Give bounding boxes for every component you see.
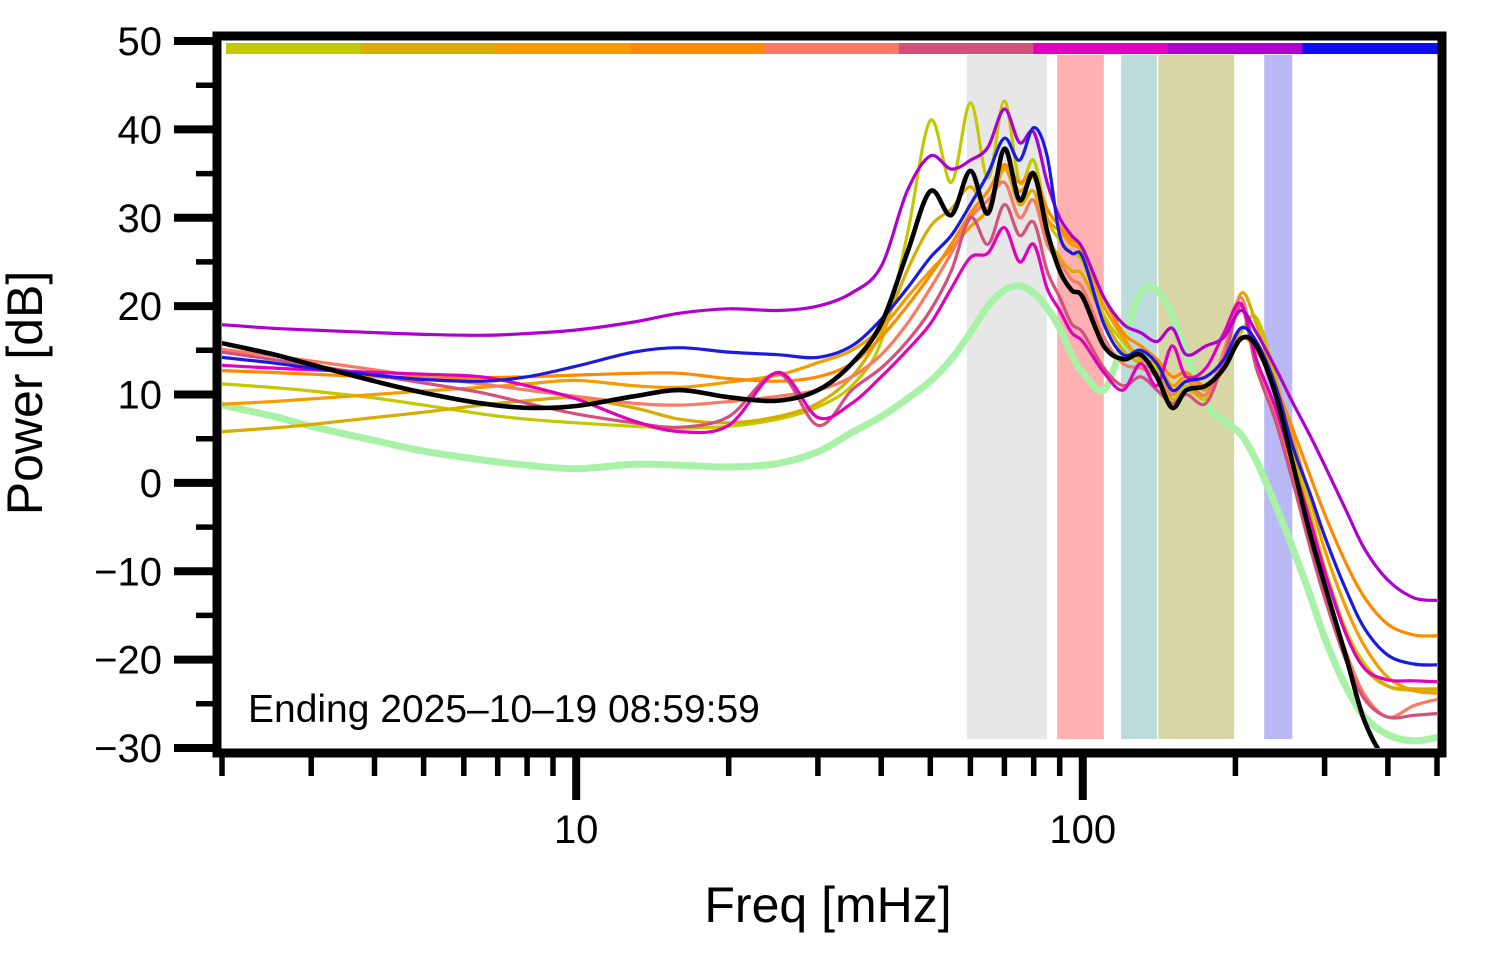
y-tick-label: 50: [118, 20, 163, 64]
spectrum-curve-reference-green: [222, 282, 1437, 745]
colorbar-segment-1: [360, 43, 496, 54]
y-tick-label: −30: [94, 727, 162, 771]
band-pink: [1057, 55, 1104, 739]
axis-ticks: [174, 37, 1440, 800]
x-tick-label: 10: [554, 808, 599, 852]
spectrum-curve-hour-rose: [222, 202, 1437, 720]
colorbar-segment-6: [1033, 43, 1169, 54]
band-teal: [1121, 55, 1157, 739]
spectrum-curve-hour-orange: [222, 164, 1437, 695]
y-tick-label: 30: [118, 197, 163, 241]
y-tick-label: 20: [118, 285, 163, 329]
y-tick-label: 0: [140, 462, 162, 506]
x-axis-label: Freq [mHz]: [704, 877, 951, 933]
spectrum-curve-current-black: [222, 146, 1381, 748]
colorbar-segment-5: [898, 43, 1034, 54]
y-axis-label: Power [dB]: [0, 271, 53, 516]
y-tick-label: 40: [118, 108, 163, 152]
y-tick-label: −10: [94, 550, 162, 594]
spectrum-curves: [222, 99, 1437, 748]
colorbar-segment-0: [226, 43, 362, 54]
colorbar-segment-4: [764, 43, 900, 54]
time-colorbar: [226, 43, 1438, 54]
spectrum-curve-hour-blue: [222, 126, 1437, 667]
y-tick-label: 10: [118, 374, 163, 418]
spectrum-curve-hour-purple: [222, 107, 1437, 602]
x-tick-label: 100: [1049, 808, 1116, 852]
colorbar-segment-8: [1302, 43, 1438, 54]
colorbar-segment-7: [1167, 43, 1304, 54]
spectrum-curve-hour-gold: [222, 167, 1437, 691]
colorbar-segment-3: [629, 43, 765, 54]
y-tick-label: −20: [94, 639, 162, 683]
ending-timestamp-annotation: Ending 2025–10–19 08:59:59: [248, 688, 760, 731]
colorbar-segment-2: [495, 43, 631, 54]
